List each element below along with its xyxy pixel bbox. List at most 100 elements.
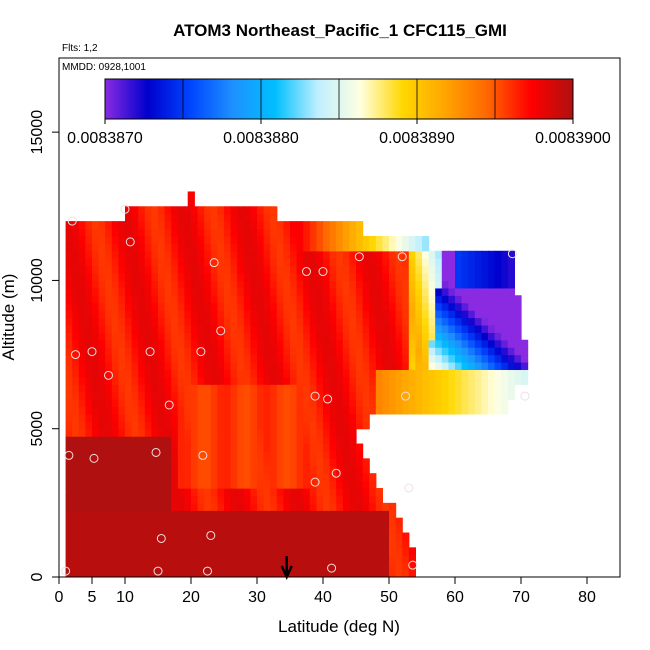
heatmap-cell (303, 406, 311, 415)
heatmap-cell (197, 354, 205, 363)
heatmap-cell (78, 221, 86, 230)
heatmap-cell (138, 287, 146, 296)
heatmap-cell (78, 443, 86, 452)
heatmap-cell (197, 554, 205, 563)
heatmap-cell (111, 532, 119, 541)
heatmap-cell (250, 332, 258, 341)
heatmap-cell (257, 243, 265, 252)
heatmap-cell (276, 517, 284, 526)
heatmap-cell (217, 324, 225, 333)
heatmap-cell (118, 302, 126, 311)
heatmap-cell (105, 562, 113, 571)
heatmap-cell (349, 258, 357, 267)
heatmap-cell (78, 332, 86, 341)
heatmap-cell (362, 295, 370, 304)
heatmap-cell (428, 295, 436, 304)
heatmap-cell (204, 421, 212, 430)
heatmap-cell (435, 369, 443, 378)
heatmap-cell (263, 243, 271, 252)
heatmap-cell (369, 569, 377, 577)
heatmap-cell (78, 391, 86, 400)
heatmap-cell (138, 391, 146, 400)
heatmap-cell (65, 354, 73, 363)
heatmap-cell (217, 465, 225, 474)
heatmap-cell (230, 554, 238, 563)
heatmap-cell (72, 473, 80, 482)
heatmap-cell (356, 569, 364, 577)
heatmap-cell (402, 302, 410, 311)
heatmap-cell (85, 287, 93, 296)
heatmap-cell (224, 376, 232, 385)
heatmap-cell (164, 391, 172, 400)
heatmap-cell (105, 517, 113, 526)
heatmap-cell (92, 228, 100, 237)
heatmap-cell (197, 428, 205, 437)
heatmap-cell (98, 235, 106, 244)
heatmap-cell (210, 228, 218, 237)
heatmap-cell (276, 287, 284, 296)
heatmap-cell (316, 525, 324, 534)
heatmap-cell (408, 324, 416, 333)
heatmap-cell (514, 361, 522, 370)
heatmap-cell (375, 310, 383, 319)
heatmap-cell (151, 287, 159, 296)
heatmap-cell (65, 243, 73, 252)
heatmap-cell (85, 369, 93, 378)
heatmap-cell (98, 421, 106, 430)
heatmap-cell (164, 399, 172, 408)
heatmap-cell (243, 488, 251, 497)
heatmap-cell (422, 317, 430, 326)
heatmap-cell (184, 510, 192, 519)
heatmap-cell (441, 250, 449, 259)
heatmap-cell (184, 443, 192, 452)
profile-point (71, 350, 80, 360)
heatmap-cell (158, 450, 166, 459)
heatmap-cell (316, 250, 324, 259)
heatmap-cell (283, 480, 291, 489)
heatmap-cell (441, 324, 449, 333)
heatmap-cell (78, 428, 86, 437)
heatmap-cell (461, 324, 469, 333)
heatmap-cell (336, 421, 344, 430)
heatmap-cell (336, 347, 344, 356)
heatmap-cell (224, 547, 232, 556)
heatmap-cell (494, 361, 502, 370)
heatmap-cell (435, 273, 443, 282)
heatmap-cell (329, 495, 337, 504)
heatmap-cell (474, 258, 482, 267)
heatmap-cell (72, 510, 80, 519)
heatmap-cell (329, 458, 337, 467)
heatmap-cell (283, 317, 291, 326)
heatmap-cell (111, 450, 119, 459)
heatmap-cell (369, 399, 377, 408)
heatmap-cell (171, 250, 179, 259)
heatmap-cell (92, 539, 100, 548)
colorbar-tick-label: 0.0083880 (223, 130, 299, 147)
heatmap-cell (257, 525, 265, 534)
heatmap-cell (389, 250, 397, 259)
heatmap-cell (191, 287, 199, 296)
heatmap-cell (362, 502, 370, 511)
heatmap-cell (72, 547, 80, 556)
heatmap-cell (303, 532, 311, 541)
heatmap-cell (501, 384, 509, 393)
heatmap-cell (309, 525, 317, 534)
heatmap-cell (257, 532, 265, 541)
heatmap-cell (474, 332, 482, 341)
heatmap-cell (85, 495, 93, 504)
heatmap-cell (230, 347, 238, 356)
heatmap-cell (303, 258, 311, 267)
heatmap-cell (210, 221, 218, 230)
heatmap-cell (303, 465, 311, 474)
heatmap-cell (217, 235, 225, 244)
heatmap-cell (191, 458, 199, 467)
heatmap-cell (303, 480, 311, 489)
heatmap-cell (184, 391, 192, 400)
heatmap-cell (336, 532, 344, 541)
heatmap-cell (151, 376, 159, 385)
heatmap-cell (474, 250, 482, 259)
heatmap-cell (85, 228, 93, 237)
heatmap-cell (428, 302, 436, 311)
heatmap-cell (329, 562, 337, 571)
heatmap-cell (296, 399, 304, 408)
